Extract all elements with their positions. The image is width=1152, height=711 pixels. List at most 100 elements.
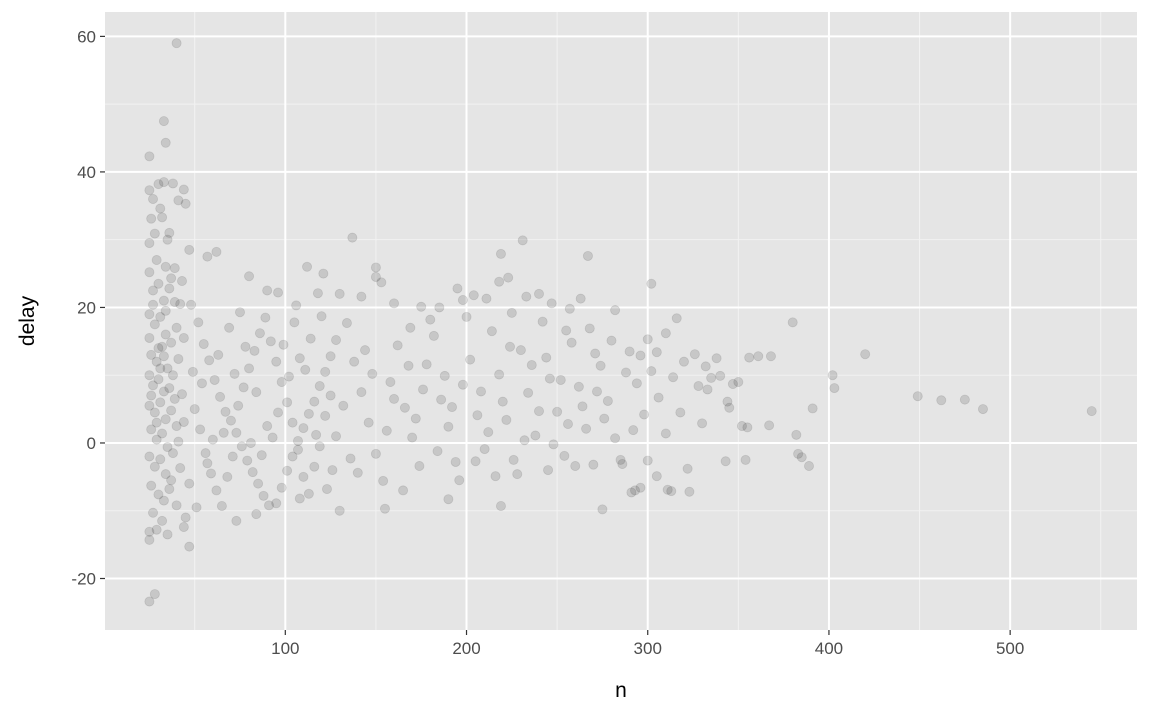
data-point [149,228,160,239]
data-point [764,420,775,431]
data-point [160,305,171,316]
data-point [251,387,262,398]
data-point [506,307,517,318]
data-point [534,288,545,299]
data-point [418,384,429,395]
data-point [200,448,211,459]
data-point [561,325,572,336]
data-point [238,382,249,393]
data-point [320,366,331,377]
data-point [198,339,209,350]
data-point [162,234,173,245]
data-point [166,405,177,416]
data-point [171,421,182,432]
data-point [575,293,586,304]
data-point [630,485,641,496]
data-point [276,482,287,493]
data-point [314,441,325,452]
data-point [167,448,178,459]
data-point [702,384,713,395]
data-point [211,246,222,257]
data-point [439,370,450,381]
data-point [144,370,155,381]
data-point [1086,406,1097,417]
data-point [173,436,184,447]
data-point [225,415,236,426]
y-tick-label: 20 [77,298,96,317]
data-point [736,421,747,432]
data-point [177,276,188,287]
data-point [149,319,160,330]
data-point [367,368,378,379]
data-point [180,512,191,523]
data-point [162,529,173,540]
data-point [144,238,155,249]
data-point [720,456,731,467]
data-point [171,38,182,49]
data-point [173,195,184,206]
data-point [218,427,229,438]
data-point [610,433,621,444]
plot-panel [105,12,1137,630]
data-point [678,356,689,367]
data-point [160,261,171,272]
data-point [148,380,159,391]
data-point [615,454,626,465]
data-point [164,484,175,495]
data-point [178,332,189,343]
data-point [305,333,316,344]
data-point [376,277,387,288]
data-point [267,432,278,443]
data-point [620,367,631,378]
data-point [588,459,599,470]
x-tick-label: 500 [996,639,1024,658]
data-point [610,305,621,316]
data-point [247,467,258,478]
data-point [570,461,581,472]
data-point [543,465,554,476]
data-point [175,299,186,310]
data-point [148,285,159,296]
data-point [642,334,653,345]
data-point [262,421,273,432]
data-point [146,424,157,435]
data-point [146,213,157,224]
data-point [591,386,602,397]
data-point [584,323,595,334]
data-point [827,370,838,381]
data-point [171,500,182,511]
data-point [481,293,492,304]
data-point [860,349,871,360]
data-point [392,340,403,351]
data-point [352,467,363,478]
data-point [149,461,160,472]
data-point [151,434,162,445]
data-point [160,137,171,148]
data-point [244,363,255,374]
data-point [144,332,155,343]
data-point [144,400,155,411]
major-gridlines [105,12,1137,630]
data-point [711,353,722,364]
data-point [167,370,178,381]
data-point [222,471,233,482]
data-point [300,364,311,375]
data-point [403,360,414,371]
data-point [642,455,653,466]
data-point [356,291,367,302]
data-point [628,425,639,436]
x-tick-label: 100 [271,639,299,658]
data-point [421,359,432,370]
data-point [193,317,204,328]
data-point [155,363,166,374]
data-point [151,417,162,428]
data-point [646,278,657,289]
data-point [494,369,505,380]
data-point [178,416,189,427]
points [144,38,1097,607]
data-point [564,303,575,314]
data-point [191,502,202,513]
data-point [552,406,563,417]
data-point [512,469,523,480]
data-point [495,248,506,259]
